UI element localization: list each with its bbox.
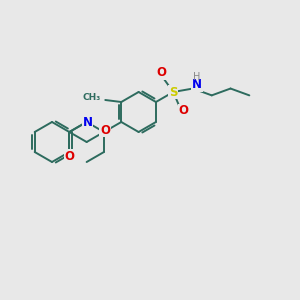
Text: O: O (64, 149, 74, 163)
Text: H: H (193, 71, 201, 82)
Text: N: N (82, 116, 93, 128)
Text: CH₃: CH₃ (82, 94, 100, 103)
Text: O: O (178, 104, 188, 118)
Text: S: S (169, 85, 178, 98)
Text: O: O (100, 124, 110, 136)
Text: N: N (192, 78, 202, 91)
Text: O: O (156, 67, 166, 80)
